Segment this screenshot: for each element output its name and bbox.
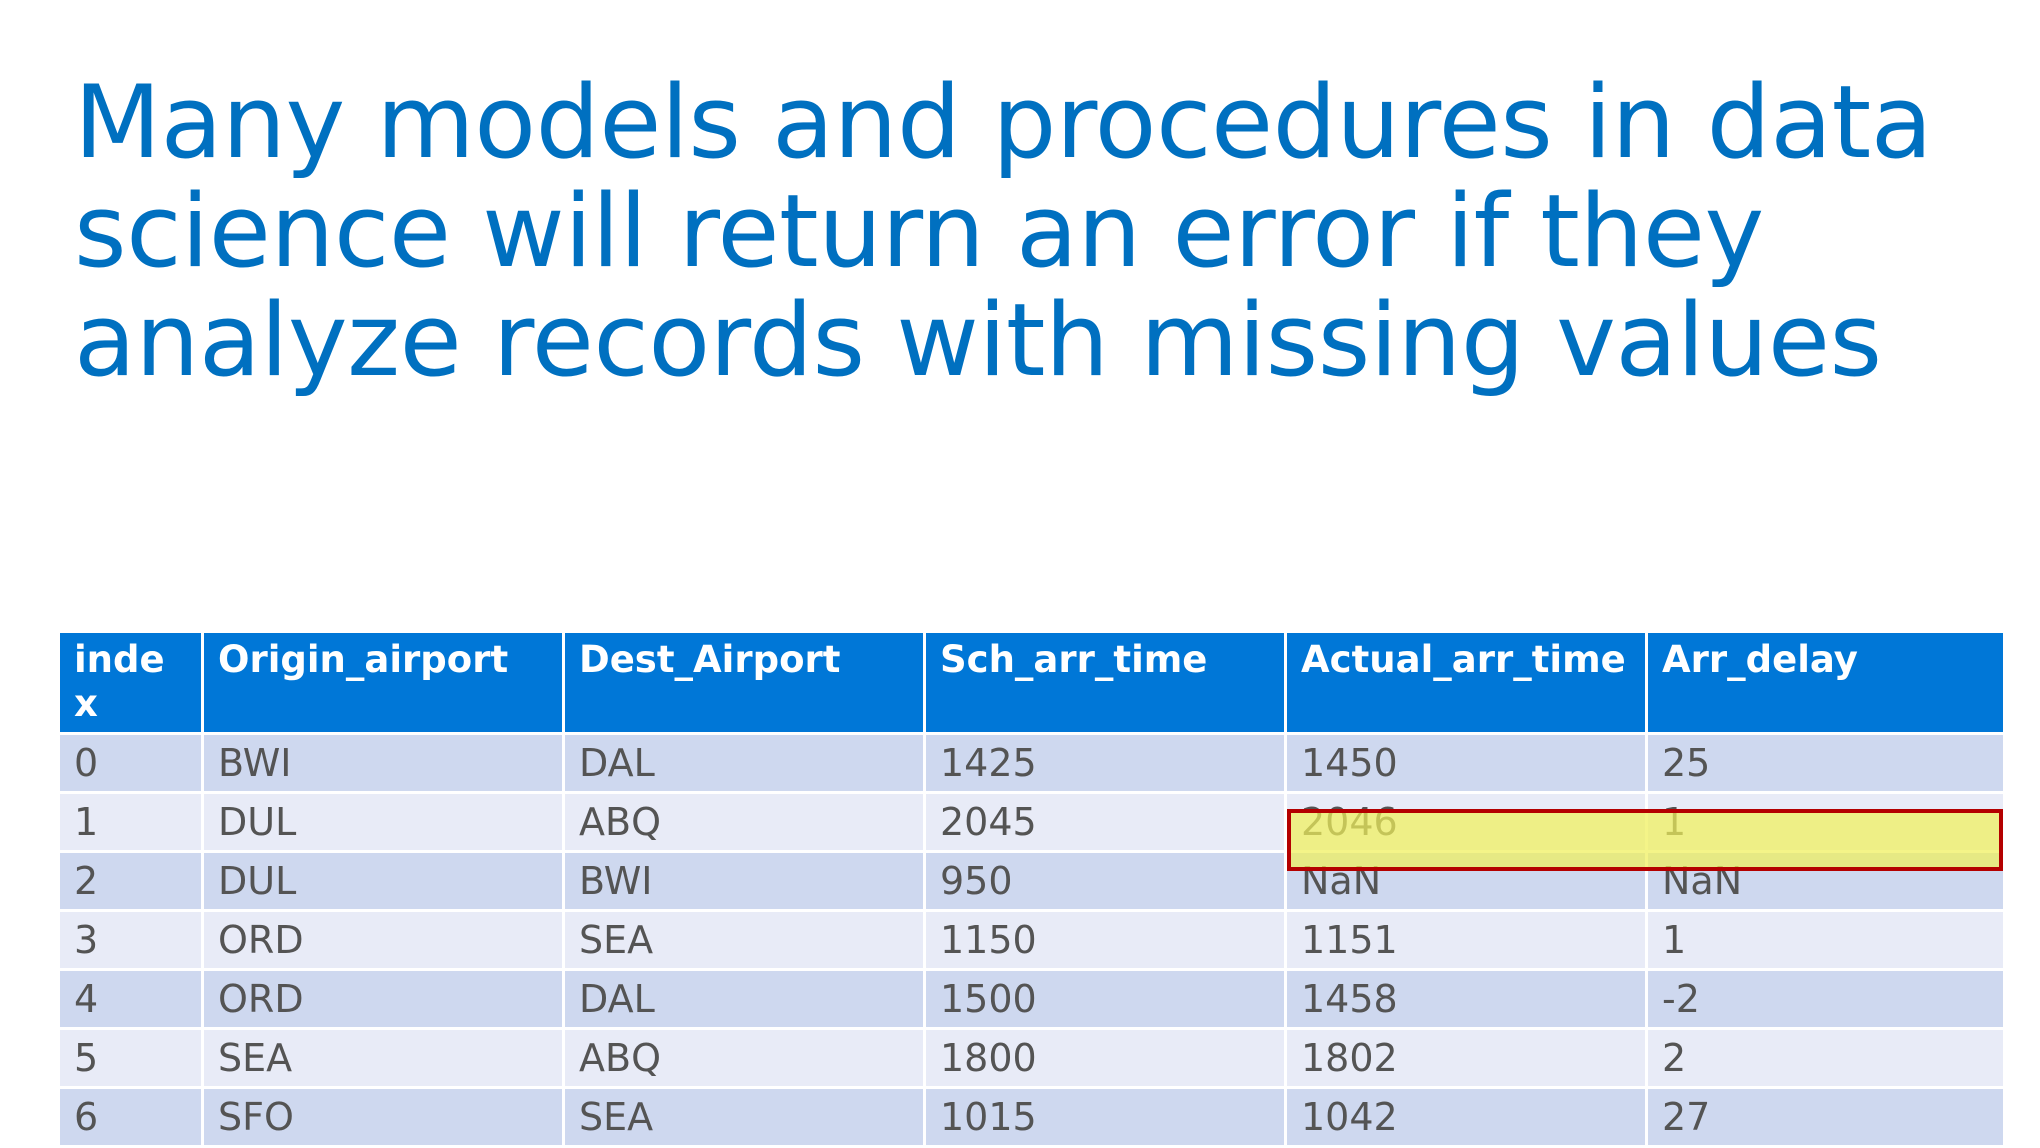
- table-cell: 1: [1645, 909, 2006, 971]
- table-cell: 1802: [1284, 1027, 1648, 1089]
- table-cell: 1425: [923, 732, 1287, 794]
- table-cell: -2: [1645, 968, 2006, 1030]
- header-index: index: [57, 630, 204, 735]
- table-cell: 1151: [1284, 909, 1648, 971]
- table-cell: 2045: [923, 791, 1287, 853]
- table-cell: 950: [923, 850, 1287, 912]
- table-cell: 1150: [923, 909, 1287, 971]
- header-origin-airport: Origin_airport: [201, 630, 565, 735]
- table-cell: BWI: [201, 732, 565, 794]
- header-actual-arr-time: Actual_arr_time: [1284, 630, 1648, 735]
- header-arr-delay: Arr_delay: [1645, 630, 2006, 735]
- table-row: 5 SEA ABQ 1800 1802 2: [57, 1027, 2006, 1089]
- table-cell: 25: [1645, 732, 2006, 794]
- table-cell: ORD: [201, 968, 565, 1030]
- header-sch-arr-time: Sch_arr_time: [923, 630, 1287, 735]
- table-cell: 1450: [1284, 732, 1648, 794]
- table-cell: 4: [57, 968, 204, 1030]
- table-cell: DAL: [562, 732, 926, 794]
- header-dest-airport: Dest_Airport: [562, 630, 926, 735]
- table-cell: SFO: [201, 1086, 565, 1148]
- table-cell: 1500: [923, 968, 1287, 1030]
- table-cell: DAL: [562, 968, 926, 1030]
- table-row: 4 ORD DAL 1500 1458 -2: [57, 968, 2006, 1030]
- table-cell: DUL: [201, 850, 565, 912]
- table-row: 0 BWI DAL 1425 1450 25: [57, 732, 2006, 794]
- flight-data-table: index Origin_airport Dest_Airport Sch_ar…: [57, 630, 2006, 1148]
- table-row: 3 ORD SEA 1150 1151 1: [57, 909, 2006, 971]
- table-row: 6 SFO SEA 1015 1042 27: [57, 1086, 2006, 1148]
- table-cell: ORD: [201, 909, 565, 971]
- table-cell: ABQ: [562, 1027, 926, 1089]
- table-cell: SEA: [201, 1027, 565, 1089]
- table-cell: ABQ: [562, 791, 926, 853]
- table-cell: BWI: [562, 850, 926, 912]
- table-cell: DUL: [201, 791, 565, 853]
- table-cell: 2: [57, 850, 204, 912]
- table-cell: 0: [57, 732, 204, 794]
- table-cell: 1: [57, 791, 204, 853]
- table-header-row: index Origin_airport Dest_Airport Sch_ar…: [57, 630, 2006, 735]
- table-cell: SEA: [562, 1086, 926, 1148]
- highlight-rectangle: [1287, 809, 2003, 871]
- slide-title: Many models and procedures in data scien…: [74, 63, 1933, 399]
- table-cell: 1458: [1284, 968, 1648, 1030]
- table-row: 1 DUL ABQ 2045 2046 1: [57, 791, 2006, 853]
- table-cell: 6: [57, 1086, 204, 1148]
- table-cell: 1800: [923, 1027, 1287, 1089]
- table-cell: SEA: [562, 909, 926, 971]
- table-cell: 1015: [923, 1086, 1287, 1148]
- table-cell: 27: [1645, 1086, 2006, 1148]
- table-cell: 5: [57, 1027, 204, 1089]
- table-cell: 3: [57, 909, 204, 971]
- table-cell: 1042: [1284, 1086, 1648, 1148]
- table-cell: 2: [1645, 1027, 2006, 1089]
